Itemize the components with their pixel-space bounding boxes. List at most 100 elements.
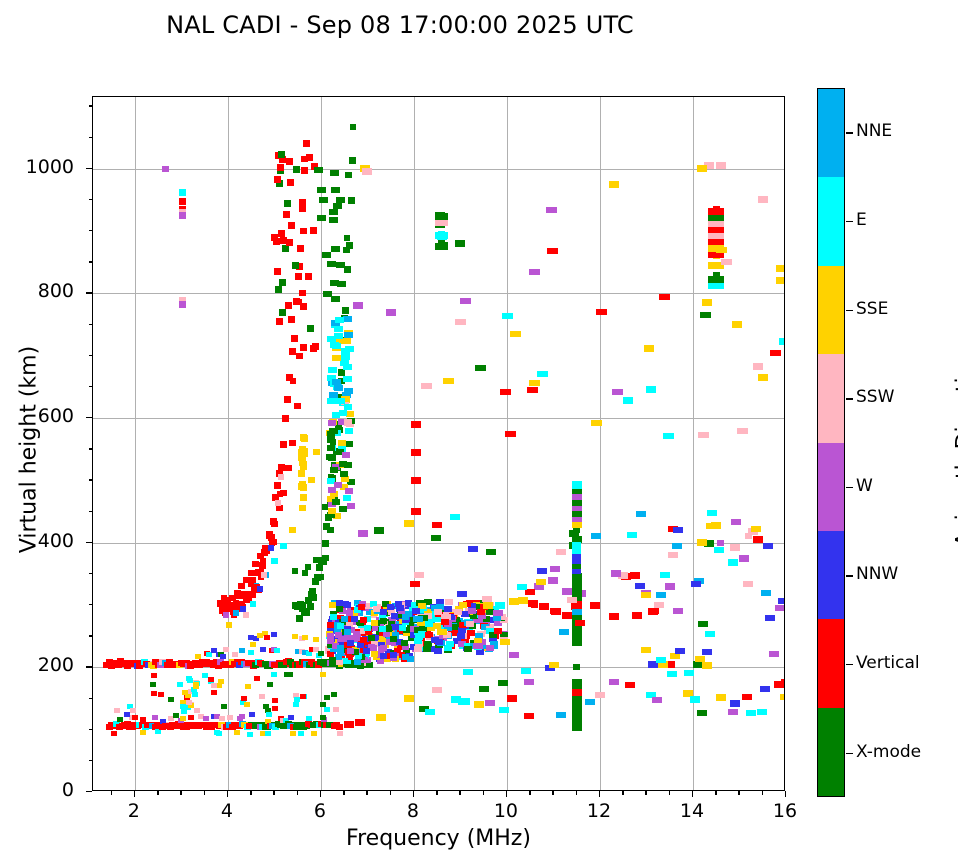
echo-mark — [444, 624, 453, 631]
echo-mark — [729, 699, 740, 707]
echo-mark — [648, 660, 659, 668]
echo-mark — [432, 687, 443, 694]
echo-mark — [698, 431, 709, 438]
echo-mark — [444, 606, 453, 613]
echo-mark — [305, 662, 313, 669]
echo-mark — [518, 597, 529, 605]
echo-mark — [384, 625, 392, 632]
echo-mark — [259, 730, 266, 736]
echo-mark — [571, 486, 582, 495]
echo-mark — [335, 261, 345, 268]
y-tick-minor — [88, 354, 92, 357]
echo-mark — [571, 514, 582, 523]
echo-mark — [231, 651, 238, 657]
colorbar-tick — [846, 309, 853, 311]
x-tick-label: 10 — [493, 800, 519, 822]
echo-mark — [467, 608, 476, 615]
echo-mark — [345, 609, 353, 616]
echo-mark — [296, 263, 304, 271]
echo-mark — [320, 701, 327, 707]
gridline-y — [93, 667, 784, 669]
echo-mark — [761, 590, 772, 597]
y-tick-label: 0 — [61, 779, 74, 801]
echo-mark — [222, 646, 229, 652]
echo-mark — [332, 463, 341, 470]
echo-mark — [305, 154, 313, 162]
echo-mark — [188, 715, 195, 721]
echo-mark — [404, 695, 415, 702]
echo-mark — [450, 513, 461, 520]
echo-mark — [330, 320, 340, 327]
echo-mark — [571, 692, 582, 700]
echo-mark — [590, 419, 602, 426]
echo-mark — [435, 219, 449, 227]
echo-mark — [389, 636, 397, 643]
echo-mark — [415, 599, 424, 606]
echo-mark — [485, 609, 494, 616]
echo-mark — [376, 621, 384, 628]
echo-mark — [252, 636, 259, 642]
colorbar-tick — [846, 575, 853, 577]
echo-mark — [335, 659, 343, 666]
echo-mark — [270, 538, 277, 545]
x-tick-minor — [250, 791, 252, 795]
echo-mark — [280, 489, 288, 496]
echo-mark — [739, 554, 750, 562]
echo-mark — [339, 359, 349, 366]
echo-mark — [318, 197, 328, 204]
echo-mark — [273, 481, 281, 489]
echo-mark — [421, 383, 433, 390]
echo-mark — [382, 630, 390, 637]
echo-mark — [356, 648, 364, 655]
echo-mark — [667, 526, 678, 532]
echo-mark — [342, 375, 352, 382]
y-tick-minor — [88, 323, 92, 325]
x-tick-label: 12 — [586, 800, 612, 822]
echo-mark — [299, 445, 307, 453]
echo-mark — [435, 231, 449, 239]
echo-mark — [708, 261, 725, 269]
echo-mark — [435, 243, 449, 251]
echo-mark — [379, 652, 387, 659]
echo-mark — [571, 713, 582, 722]
echo-mark — [571, 683, 582, 692]
echo-mark — [220, 654, 227, 660]
echo-mark — [341, 392, 351, 398]
echo-mark — [527, 600, 538, 608]
echo-mark — [430, 636, 439, 643]
echo-mark — [327, 455, 336, 462]
echo-mark — [457, 627, 466, 634]
echo-mark — [571, 581, 582, 590]
echo-mark — [701, 299, 712, 307]
echo-mark — [622, 397, 633, 405]
echo-mark — [584, 699, 595, 706]
echo-mark — [674, 648, 685, 655]
y-tick-major — [86, 791, 92, 793]
echo-mark — [346, 640, 354, 647]
echo-mark — [332, 202, 342, 209]
echo-mark — [401, 654, 409, 661]
echo-mark — [727, 708, 738, 715]
echo-mark — [594, 692, 605, 699]
echo-mark — [397, 608, 405, 615]
echo-mark — [343, 364, 353, 371]
echo-mark — [708, 282, 725, 290]
echo-mark — [296, 298, 303, 305]
echo-mark — [331, 186, 341, 193]
echo-mark — [301, 649, 308, 655]
echo-mark — [380, 609, 388, 616]
echo-mark — [278, 474, 285, 481]
echo-mark — [213, 713, 220, 719]
echo-mark — [757, 373, 768, 381]
echo-mark — [762, 543, 773, 550]
echo-mark — [313, 636, 320, 642]
y-tick-major — [86, 666, 92, 668]
echo-mark — [356, 620, 364, 627]
echo-mark — [575, 619, 586, 626]
echo-mark — [353, 630, 361, 637]
echo-mark — [315, 662, 323, 669]
echo-mark — [343, 721, 354, 729]
echo-mark — [300, 463, 308, 471]
y-axis-title: Virtual height (km) — [16, 345, 42, 554]
echo-mark — [737, 427, 749, 434]
